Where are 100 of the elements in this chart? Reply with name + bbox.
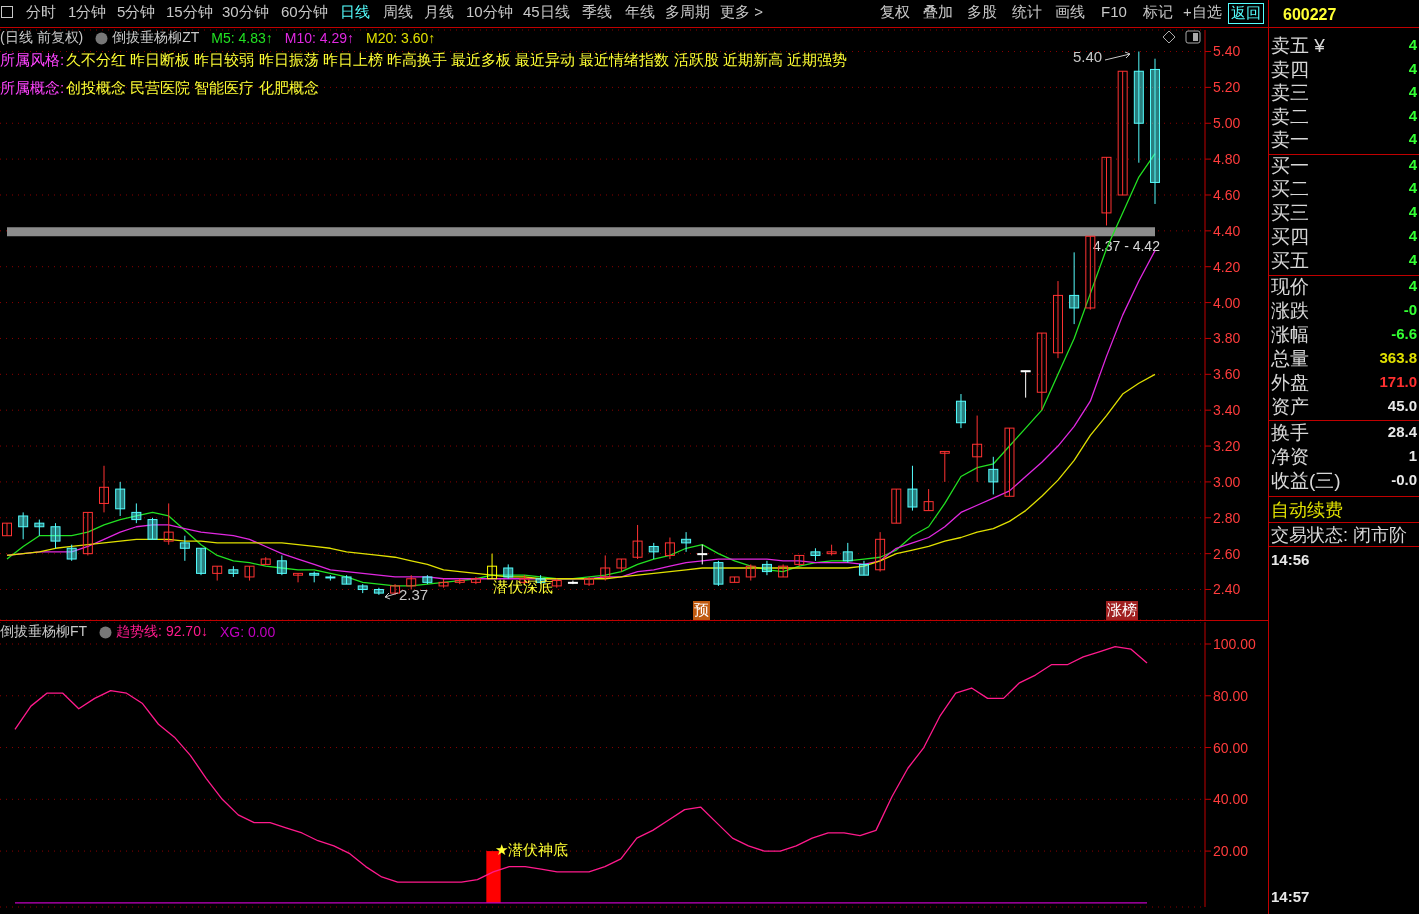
text: 4	[1408, 156, 1417, 173]
text: 4	[1408, 83, 1417, 100]
text: 卖五 ¥	[1271, 34, 1325, 58]
annotation: 潜伏深底	[493, 578, 553, 597]
candlestick	[778, 563, 789, 578]
text: 4	[1408, 60, 1417, 77]
annotation: 预	[694, 601, 709, 620]
text: 15分钟	[166, 3, 213, 22]
candlestick	[309, 571, 320, 583]
text: 总量	[1271, 347, 1309, 371]
y-tick-label: 4.40	[1213, 222, 1241, 239]
candlestick	[115, 481, 126, 517]
y-tick-label: 80.00	[1213, 687, 1249, 704]
candlestick	[632, 524, 643, 560]
annotation: 久不分红 昨日断板 昨日较弱 昨日振荡 昨日上榜 昨高换手 最近多板 最近异动 最近情绪指数 活跃股 近期新高 近期强势	[66, 51, 847, 70]
text: 卖一	[1271, 128, 1309, 152]
y-tick-label: 2.60	[1213, 545, 1241, 562]
candlestick	[470, 576, 481, 585]
chart-title: 倒拔垂杨柳FT	[0, 623, 88, 641]
candlestick	[875, 531, 886, 573]
annotation: 涨榜	[1107, 601, 1137, 620]
annotation: 5.40	[1073, 48, 1103, 65]
text: +自选	[1182, 3, 1223, 22]
y-tick-label: 4.20	[1213, 258, 1241, 275]
y-tick-label: 5.20	[1213, 79, 1241, 96]
text: -0.0	[1391, 471, 1417, 488]
chart-subtitle: 倒拔垂杨柳ZT	[112, 29, 200, 47]
text: 4	[1408, 36, 1417, 53]
text: 14:57	[1271, 888, 1310, 905]
text: 30分钟	[222, 3, 269, 22]
y-tick-label: 100.00	[1213, 635, 1257, 652]
text: 买五	[1271, 249, 1309, 273]
candlestick	[147, 517, 158, 540]
annotation: 创投概念 民营医院 智能医疗 化肥概念	[66, 79, 319, 98]
candlestick	[713, 560, 724, 587]
text: 多股	[966, 3, 998, 22]
candlestick	[228, 565, 239, 578]
candlestick	[341, 574, 352, 585]
candlestick	[1133, 51, 1144, 164]
text: 卖四	[1271, 58, 1309, 82]
text: 卖二	[1271, 105, 1309, 129]
candlestick	[1069, 251, 1080, 325]
text: M5: 4.83↑	[211, 30, 273, 46]
candlestick	[276, 554, 287, 576]
y-tick-label: 3.20	[1213, 438, 1241, 455]
text: 1	[1408, 447, 1417, 464]
candlestick	[66, 544, 77, 562]
text: 换手	[1271, 421, 1309, 445]
text: 4	[1408, 130, 1417, 147]
candlestick	[1036, 332, 1047, 411]
text: 10分钟	[466, 3, 513, 22]
text: 返回	[1228, 3, 1264, 24]
candlestick	[1101, 156, 1112, 226]
text: 4	[1408, 179, 1417, 196]
candlestick	[373, 587, 384, 596]
candlestick	[842, 542, 853, 564]
text: 趋势线: 92.70↓	[116, 623, 208, 641]
text: 4	[1408, 227, 1417, 244]
text: 季线	[582, 3, 612, 22]
candlestick	[761, 560, 772, 576]
text: 周线	[383, 3, 413, 22]
text: 4	[1408, 203, 1417, 220]
candlestick	[955, 393, 966, 429]
text: 171.0	[1379, 373, 1417, 390]
candlestick	[567, 580, 578, 585]
text: 收益(三)	[1271, 469, 1341, 493]
text: -6.6	[1391, 325, 1417, 342]
candlestick	[99, 465, 110, 513]
y-tick-label: 3.60	[1213, 366, 1241, 383]
text: 日线	[340, 3, 370, 22]
candlestick	[648, 542, 659, 560]
candlestick	[810, 547, 821, 562]
y-tick-label: 3.40	[1213, 402, 1241, 419]
candlestick	[858, 560, 869, 576]
candlestick	[1117, 70, 1128, 196]
annotation: 2.37	[399, 586, 429, 603]
candlestick	[697, 544, 708, 565]
text: 4	[1408, 251, 1417, 268]
candlestick	[584, 576, 595, 587]
text: F10	[1100, 3, 1128, 20]
text: 净资	[1271, 445, 1309, 469]
text: M20: 3.60↑	[366, 30, 436, 46]
candlestick	[422, 574, 433, 585]
text: 4	[1408, 107, 1417, 124]
text: 更多 >	[720, 3, 763, 22]
candlestick	[293, 572, 304, 583]
text: 45.0	[1387, 397, 1417, 414]
text: XG: 0.00	[219, 624, 276, 640]
candlestick	[600, 554, 611, 582]
y-tick-label: 5.00	[1213, 115, 1241, 132]
text: 画线	[1054, 3, 1086, 22]
candlestick	[939, 450, 950, 483]
y-tick-label: 3.00	[1213, 473, 1241, 490]
text: -0	[1403, 301, 1417, 318]
annotation: ★潜伏神底	[495, 841, 569, 860]
text: 涨跌	[1271, 299, 1309, 323]
chart-title: (日线 前复权)	[0, 29, 84, 47]
text: 14:56	[1271, 551, 1310, 568]
candlestick	[1052, 280, 1063, 359]
candlestick	[18, 511, 29, 540]
